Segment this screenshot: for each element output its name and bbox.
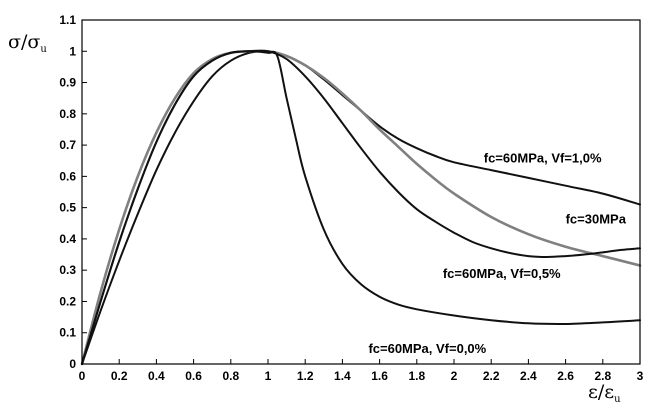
x-tick-label: 1.4 [334,369,351,383]
x-tick-label: 2.6 [557,369,574,383]
x-tick-label: 0.2 [111,369,128,383]
y-tick-label: 0.7 [59,138,76,152]
x-tick-label: 1.2 [297,369,314,383]
plot-area-frame [81,19,641,365]
y-tick-label: 0.3 [59,263,76,277]
y-tick-label: 0.2 [59,294,76,308]
x-tick-label: 1.8 [408,369,425,383]
y-axis-label: σ/σu [8,31,47,55]
x-tick-label: 2.4 [520,369,537,383]
x-tick-label: 2.8 [594,369,611,383]
y-tick-label: 0.4 [59,232,76,246]
x-tick-label: 0.6 [185,369,202,383]
x-tick-label: 0.4 [148,369,165,383]
y-tick-label: 0.9 [59,76,76,90]
y-tick-label: 1.1 [59,13,76,27]
curve-annotation: fc=60MPa, Vf=0,5% [443,266,561,281]
annotation-layer: fc=60MPa, Vf=1,0% fc=30MPa fc=60MPa, Vf=0,… [368,150,626,356]
series-layer [80,49,642,366]
x-tick-label: 0 [79,369,86,383]
y-tick-label: 0.8 [59,107,76,121]
curve-annotation: fc=60MPa, Vf=1,0% [484,150,602,165]
y-tick-label: 1 [69,44,76,58]
y-tick-label: 0.1 [59,326,76,340]
y-tick-label: 0.5 [59,201,76,215]
x-tick-label: 2 [451,369,458,383]
series-line-vf-0-0 [81,50,641,365]
curve-annotation: fc=30MPa [566,211,627,226]
y-tick-label: 0.6 [59,169,76,183]
x-tick-label: 0.8 [222,369,239,383]
series-line-fc-30 [80,49,642,366]
x-tick-label: 3 [637,369,644,383]
tick-layer: 0 0.2 0.4 0.6 0.8 1 1.2 1.4 1.6 1.8 2 2.2 2.4 2.6 2.8 3… [59,13,643,383]
x-tick-label: 1 [265,369,272,383]
y-tick-label: 0 [69,357,76,371]
x-axis-label: ε/εu [588,381,621,405]
x-tick-label: 2.2 [483,369,500,383]
curve-annotation: fc=60MPa, Vf=0,0% [368,341,486,356]
x-tick-label: 1.6 [371,369,388,383]
